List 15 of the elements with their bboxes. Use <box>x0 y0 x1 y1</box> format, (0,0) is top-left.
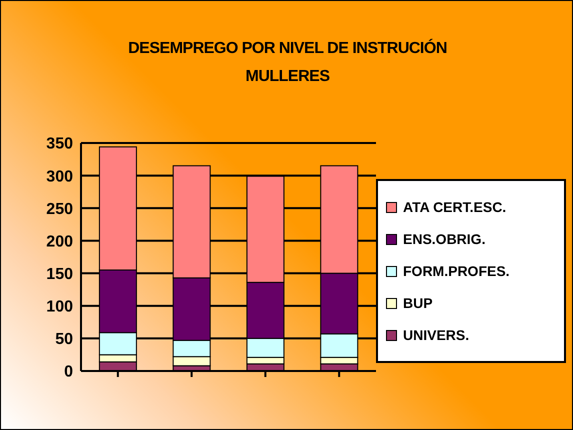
legend-label: BUP <box>403 295 433 311</box>
y-tick-label: 150 <box>46 266 74 283</box>
legend-label: ENS.OBRIG. <box>403 231 486 247</box>
legend-label: ATA CERT.ESC. <box>403 199 506 215</box>
chart-title: DESEMPREGO POR NIVEL DE INSTRUCIÓN <box>127 38 448 59</box>
y-tick-label: 350 <box>46 136 74 153</box>
y-tick-label: 250 <box>46 200 74 218</box>
legend-label: FORM.PROFES. <box>403 263 510 279</box>
y-tick-label: 100 <box>46 298 74 316</box>
chart-subtitle: MULLERES <box>244 67 330 87</box>
y-tick-label: 0 <box>64 364 74 381</box>
y-tick-label: 50 <box>55 331 74 348</box>
y-tick-label: 200 <box>46 233 74 250</box>
y-tick-label: 300 <box>46 168 74 186</box>
legend-label: UNIVERS. <box>403 327 470 343</box>
